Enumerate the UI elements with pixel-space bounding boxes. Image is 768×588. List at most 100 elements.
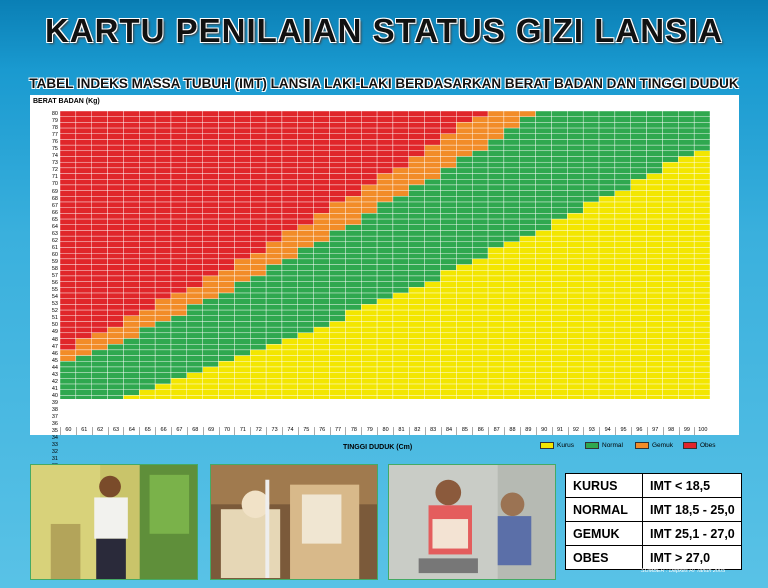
legend-swatch-kurus xyxy=(540,442,554,449)
bmi-cell xyxy=(519,258,536,265)
weight-label: 63 xyxy=(51,230,58,237)
bmi-cell xyxy=(487,133,505,140)
bmi-cell xyxy=(186,196,203,203)
bmi-cell xyxy=(487,355,505,362)
bmi-cell xyxy=(567,167,584,174)
bmi-cell xyxy=(567,275,584,282)
bmi-cell xyxy=(678,139,695,146)
bmi-cell xyxy=(440,161,457,169)
bmi-cell xyxy=(582,218,600,225)
bmi-cell xyxy=(567,309,584,316)
bmi-cell xyxy=(678,321,695,328)
bmi-cell xyxy=(662,201,679,208)
bmi-cell xyxy=(646,110,663,117)
bmi-cell xyxy=(75,252,92,260)
weight-label: 45 xyxy=(51,357,58,364)
bmi-cell xyxy=(424,167,441,174)
bmi-cell xyxy=(75,184,92,191)
bmi-cell xyxy=(614,122,631,129)
bmi-cell xyxy=(472,196,489,203)
bmi-cell xyxy=(345,258,362,265)
bmi-cell xyxy=(202,133,219,140)
bmi-cell xyxy=(281,235,298,243)
bmi-cell xyxy=(662,207,679,214)
bmi-cell xyxy=(202,258,219,265)
bmi-cell xyxy=(218,201,235,208)
bmi-cell xyxy=(472,110,489,117)
bmi-cell xyxy=(424,366,441,373)
bmi-cell xyxy=(313,196,330,203)
bmi-cell xyxy=(329,366,346,373)
bmi-cell xyxy=(535,264,552,271)
bmi-cell xyxy=(662,366,679,373)
bmi-cell xyxy=(313,252,330,260)
bmi-cell xyxy=(329,275,346,282)
bmi-cell xyxy=(551,338,568,345)
bmi-cell xyxy=(376,247,394,254)
bmi-cell xyxy=(154,389,172,396)
weight-label: 74 xyxy=(51,153,58,160)
bmi-cell xyxy=(250,213,267,220)
bmi-cell xyxy=(582,179,600,186)
bmi-cell xyxy=(218,139,235,146)
bmi-cell xyxy=(456,270,473,277)
bmi-cell xyxy=(313,258,330,265)
bmi-cell xyxy=(107,179,124,186)
bmi-cell xyxy=(281,122,298,129)
bmi-cell xyxy=(535,173,552,180)
bmi-cell xyxy=(646,378,663,385)
bmi-cell xyxy=(186,110,203,117)
bmi-cell xyxy=(693,332,711,339)
bmi-cell xyxy=(503,116,520,123)
bmi-cell xyxy=(662,116,679,123)
bmi-cell xyxy=(487,315,505,322)
bmi-cell xyxy=(250,383,267,390)
bmi-cell xyxy=(154,304,172,311)
bmi-cell xyxy=(535,167,552,174)
bmi-cell xyxy=(218,144,235,152)
bmi-cell xyxy=(345,270,362,277)
bmi-cell xyxy=(614,349,631,356)
bmi-cell xyxy=(582,213,600,220)
bmi-cell xyxy=(154,133,172,140)
bmi-cell xyxy=(408,190,425,197)
bmi-cell xyxy=(614,321,631,328)
bmi-cell xyxy=(582,184,600,191)
bmi-cell xyxy=(75,264,92,271)
bmi-cell xyxy=(75,287,92,294)
bmi-cell xyxy=(265,184,283,191)
bmi-cell xyxy=(551,150,568,157)
bmi-cell xyxy=(170,298,188,305)
bmi-cell xyxy=(186,201,203,208)
bmi-cell xyxy=(472,281,489,288)
bmi-cell xyxy=(234,122,251,129)
bmi-cell xyxy=(487,287,505,294)
bmi-cell xyxy=(551,315,568,322)
bmi-cell xyxy=(376,139,394,146)
bmi-cell xyxy=(250,378,267,385)
bmi-cell xyxy=(678,338,695,345)
bmi-cell xyxy=(472,258,489,265)
bmi-cell xyxy=(250,224,267,231)
bmi-cell xyxy=(170,338,188,345)
weight-label: 60 xyxy=(51,251,58,258)
bmi-cell xyxy=(392,332,409,339)
bmi-cell xyxy=(472,304,489,311)
bmi-cell xyxy=(630,383,647,390)
bmi-cell xyxy=(662,190,679,197)
bmi-cell xyxy=(630,389,647,396)
bmi-cell xyxy=(392,156,409,163)
weight-label: 48 xyxy=(51,336,58,343)
bmi-cell xyxy=(535,110,552,117)
bmi-cell xyxy=(154,207,172,214)
height-label: 92 xyxy=(567,427,584,435)
weight-label: 40 xyxy=(51,392,58,399)
bmi-cell xyxy=(424,179,441,186)
bmi-cell xyxy=(265,383,283,390)
bmi-cell xyxy=(361,258,378,265)
bmi-cell xyxy=(630,366,647,373)
weight-label: 32 xyxy=(51,449,58,456)
bmi-cell xyxy=(281,298,298,305)
bmi-cell xyxy=(424,207,441,214)
bmi-cell xyxy=(582,110,600,117)
